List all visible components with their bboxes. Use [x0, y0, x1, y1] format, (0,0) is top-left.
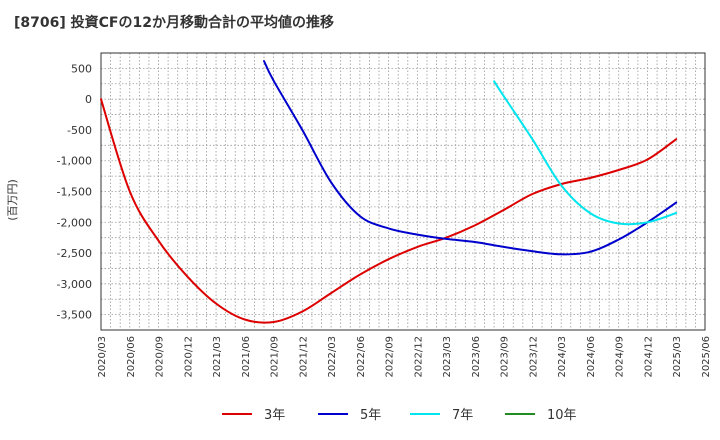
- x-tick-label: 2022/06: [356, 336, 367, 378]
- x-tick-label: 2020/03: [97, 336, 108, 378]
- series-line-2: [263, 60, 678, 256]
- y-tick-label: -1,500: [57, 186, 92, 199]
- x-tick-label: 2022/09: [385, 336, 396, 378]
- x-tick-label: 2023/12: [528, 336, 539, 378]
- grid-lines: [100, 52, 706, 331]
- x-tick-label: 2021/03: [212, 336, 223, 378]
- x-tick-label: 2022/12: [413, 336, 424, 378]
- y-tick-label: 500: [71, 62, 92, 75]
- series-line-1: [100, 98, 678, 324]
- y-tick-label: -2,500: [57, 247, 92, 260]
- series-line-3: [493, 80, 678, 226]
- x-tick-label: 2023/03: [442, 336, 453, 378]
- y-axis-label: (百万円): [6, 179, 19, 221]
- x-tick-label: 2025/06: [701, 336, 712, 378]
- x-tick-label: 2020/06: [126, 336, 137, 378]
- plot-area: [100, 52, 706, 331]
- x-tick-label: 2020/12: [183, 336, 194, 378]
- series-lines: [100, 60, 678, 324]
- x-tick-label: 2024/06: [586, 336, 597, 378]
- x-tick-label: 2021/09: [270, 336, 281, 378]
- x-tick-label: 2024/09: [615, 336, 626, 378]
- x-tick-label: 2023/06: [471, 336, 482, 378]
- x-tick-label: 2025/03: [672, 336, 683, 378]
- x-tick-label: 2021/06: [241, 336, 252, 378]
- y-axis-ticks: 500 0 -500 -1,000 -1,500 -2,000 -2,500 -3,000 -3…: [57, 62, 92, 321]
- x-tick-label: 2024/12: [643, 336, 654, 378]
- y-tick-label: -1,000: [57, 155, 92, 168]
- x-tick-label: 2022/03: [327, 336, 338, 378]
- x-tick-label: 2020/09: [155, 336, 166, 378]
- x-tick-label: 2023/09: [500, 336, 511, 378]
- y-tick-label: -500: [67, 124, 92, 137]
- legend-label-1: 3年: [264, 408, 285, 423]
- y-tick-label: -3,500: [57, 309, 92, 322]
- y-tick-label: 0: [85, 93, 92, 106]
- x-axis-ticks: 2020/03 2020/06 2020/09 2020/12 2021/03 2021/…: [97, 336, 712, 378]
- x-tick-label: 2024/03: [557, 336, 568, 378]
- x-tick-label: 2021/12: [298, 336, 309, 378]
- legend-label-2: 5年: [360, 408, 381, 423]
- legend-label-4: 10年: [547, 408, 577, 423]
- chart-title: [8706] 投資CFの12か月移動合計の平均値の推移: [14, 15, 334, 31]
- y-tick-label: -2,000: [57, 216, 92, 229]
- legend: 3年 5年 7年 10年: [222, 408, 577, 423]
- legend-label-3: 7年: [452, 408, 473, 423]
- y-tick-label: -3,000: [57, 278, 92, 291]
